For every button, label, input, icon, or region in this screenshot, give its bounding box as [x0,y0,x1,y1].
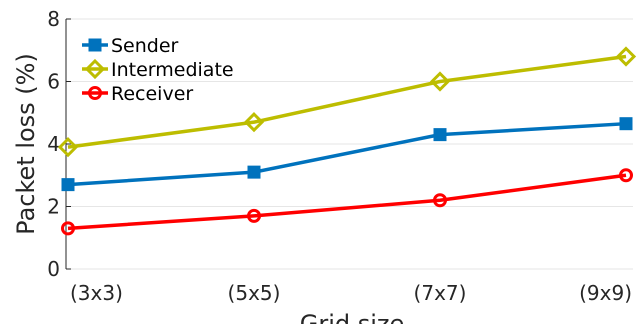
series-intermediate [57,46,637,158]
data-point [247,208,261,223]
y-tick-label: 2 [47,195,60,219]
data-point [433,193,447,208]
y-axis-label: Packet loss (%) [12,53,40,235]
y-tick-label: 8 [47,7,60,31]
series [57,46,637,236]
legend-entry: Intermediate [82,58,234,81]
x-tick-label: (3x3) [70,281,123,305]
x-axis-label: Grid size [300,310,405,324]
data-point [88,86,102,100]
legend-entry: Sender [82,35,179,57]
data-point [61,178,75,192]
data-point [88,38,102,52]
x-tick-label: (9x9) [579,281,632,305]
series-line [67,121,627,187]
x-tick-label: (5x5) [228,281,281,305]
series-line [67,54,627,149]
data-point [57,137,79,158]
data-point [247,165,261,179]
data-point [61,221,75,236]
y-tick-label: 6 [47,70,60,94]
y-tick-labels: 0 2 4 6 8 [47,7,71,281]
data-point [433,128,447,142]
legend-entry: Receiver [82,83,193,105]
data-point [615,46,637,67]
data-point [619,117,633,131]
legend-label: Intermediate [111,59,234,81]
data-point [619,168,633,183]
y-tick-label: 0 [47,257,60,281]
data-point [243,112,265,133]
series-line [67,173,627,231]
series-sender [61,117,633,192]
data-point [429,71,451,92]
legend-label: Sender [111,35,179,57]
data-point [84,58,106,80]
series-receiver [61,168,633,236]
legend-label: Receiver [111,83,193,105]
y-tick-label: 4 [47,132,60,156]
x-tick-label: (7x7) [414,281,467,305]
grid-lines [66,18,633,270]
x-tick-labels: (3x3) (5x5) (7x7) (9x9) [70,281,632,305]
